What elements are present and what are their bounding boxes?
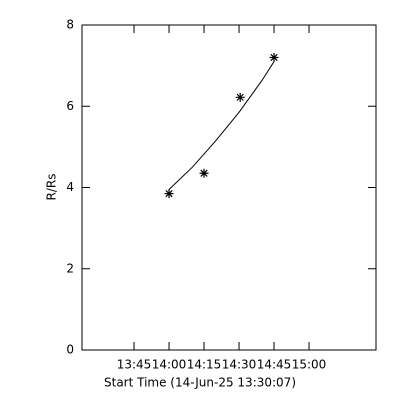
y-tick-label: 6: [66, 99, 74, 113]
plot-frame: [81, 24, 377, 351]
data-point: [164, 189, 174, 199]
x-tick-label: 14:30: [222, 358, 257, 372]
data-point: [269, 53, 279, 62]
x-tick-label: 14:15: [187, 358, 222, 372]
y-tick-label: 4: [66, 180, 74, 194]
x-tick-label: 15:00: [292, 358, 327, 372]
y-axis-label: R/Rs: [45, 174, 59, 201]
y-tick-label: 8: [66, 18, 74, 32]
x-tick-label: 14:00: [152, 358, 187, 372]
x-tick-label: 14:45: [257, 358, 292, 372]
data-point: [199, 168, 209, 178]
y-tick-label: 2: [66, 261, 74, 275]
data-point: [235, 92, 245, 102]
x-tick-label: 13:45: [117, 358, 152, 372]
fit-line: [168, 61, 275, 190]
x-axis-label: Start Time (14-Jun-25 13:30:07): [104, 376, 296, 390]
y-tick-label: 0: [66, 343, 74, 357]
